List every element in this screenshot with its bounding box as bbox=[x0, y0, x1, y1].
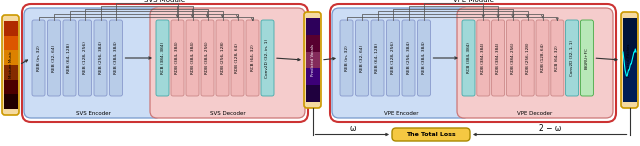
Text: VPE Encoder: VPE Encoder bbox=[384, 111, 419, 116]
Text: RDB (384, 384): RDB (384, 384) bbox=[496, 42, 500, 74]
Text: VPE Decoder: VPE Decoder bbox=[517, 111, 552, 116]
FancyBboxPatch shape bbox=[201, 20, 214, 96]
FancyBboxPatch shape bbox=[457, 8, 613, 118]
Text: Conv2D (32, in, 1): Conv2D (32, in, 1) bbox=[266, 38, 269, 78]
Text: RDB (128, 64): RDB (128, 64) bbox=[236, 43, 239, 73]
FancyBboxPatch shape bbox=[109, 20, 122, 96]
FancyBboxPatch shape bbox=[580, 20, 593, 96]
Text: REB (32, 64): REB (32, 64) bbox=[360, 44, 364, 72]
Bar bbox=[3, 36, 17, 50]
Bar bbox=[3, 65, 17, 80]
FancyBboxPatch shape bbox=[150, 8, 305, 118]
FancyBboxPatch shape bbox=[492, 20, 504, 96]
FancyBboxPatch shape bbox=[32, 20, 45, 96]
Text: Conv2D (32, 1, 1): Conv2D (32, 1, 1) bbox=[570, 40, 574, 76]
FancyBboxPatch shape bbox=[477, 20, 490, 96]
FancyBboxPatch shape bbox=[2, 15, 19, 115]
Text: REB (64, 128): REB (64, 128) bbox=[67, 43, 72, 73]
FancyBboxPatch shape bbox=[566, 20, 579, 96]
Text: REB (128, 256): REB (128, 256) bbox=[83, 42, 87, 74]
Bar bbox=[305, 85, 319, 102]
FancyBboxPatch shape bbox=[156, 20, 169, 96]
Text: RDB (128, 64): RDB (128, 64) bbox=[541, 44, 545, 72]
FancyBboxPatch shape bbox=[79, 20, 92, 96]
Text: RDB (256, 128): RDB (256, 128) bbox=[525, 42, 530, 74]
FancyBboxPatch shape bbox=[621, 12, 638, 108]
Text: Mixture Music: Mixture Music bbox=[8, 52, 13, 79]
Bar bbox=[305, 52, 319, 68]
FancyBboxPatch shape bbox=[47, 20, 61, 96]
Text: RDB (384, 384): RDB (384, 384) bbox=[481, 42, 485, 74]
FancyBboxPatch shape bbox=[94, 20, 107, 96]
Text: VPE Module: VPE Module bbox=[452, 0, 493, 3]
Bar bbox=[3, 80, 17, 94]
Bar bbox=[3, 21, 17, 36]
FancyBboxPatch shape bbox=[63, 20, 76, 96]
FancyBboxPatch shape bbox=[521, 20, 534, 96]
Text: Predicted Vocals: Predicted Vocals bbox=[310, 44, 314, 76]
Text: 2 − ω: 2 − ω bbox=[539, 124, 561, 133]
Text: ω: ω bbox=[349, 124, 355, 133]
Text: RCB (64, 32): RCB (64, 32) bbox=[556, 45, 559, 71]
Bar bbox=[305, 18, 319, 35]
Bar bbox=[3, 94, 17, 109]
Text: REB (256, 384): REB (256, 384) bbox=[406, 42, 410, 74]
FancyBboxPatch shape bbox=[186, 20, 199, 96]
FancyBboxPatch shape bbox=[355, 20, 369, 96]
Text: REB (384, 384): REB (384, 384) bbox=[114, 42, 118, 74]
FancyBboxPatch shape bbox=[24, 8, 162, 118]
Text: REB (32, 64): REB (32, 64) bbox=[52, 44, 56, 72]
FancyBboxPatch shape bbox=[340, 20, 353, 96]
FancyBboxPatch shape bbox=[261, 20, 274, 96]
FancyBboxPatch shape bbox=[304, 12, 321, 108]
FancyBboxPatch shape bbox=[536, 20, 549, 96]
Text: REB (in, 32): REB (in, 32) bbox=[344, 45, 349, 71]
FancyBboxPatch shape bbox=[387, 20, 399, 96]
Text: SVS Decoder: SVS Decoder bbox=[210, 111, 245, 116]
Text: RDB (384, 384): RDB (384, 384) bbox=[175, 42, 179, 74]
Bar bbox=[623, 18, 637, 60]
FancyBboxPatch shape bbox=[231, 20, 244, 96]
Text: BiGRU+FC: BiGRU+FC bbox=[585, 47, 589, 69]
FancyBboxPatch shape bbox=[216, 20, 229, 96]
Text: RDB (256, 128): RDB (256, 128) bbox=[221, 42, 225, 74]
FancyBboxPatch shape bbox=[417, 20, 431, 96]
FancyBboxPatch shape bbox=[371, 20, 384, 96]
Text: REB (128, 256): REB (128, 256) bbox=[391, 42, 395, 74]
Bar bbox=[3, 21, 17, 109]
Text: REB (256, 384): REB (256, 384) bbox=[99, 42, 102, 74]
Text: RDB (384, 256): RDB (384, 256) bbox=[511, 42, 515, 74]
Text: REB (384, 384): REB (384, 384) bbox=[422, 42, 426, 74]
Text: The Total Loss: The Total Loss bbox=[406, 132, 456, 137]
FancyBboxPatch shape bbox=[246, 20, 259, 96]
Text: RDB (384, 384): RDB (384, 384) bbox=[191, 42, 195, 74]
Bar bbox=[305, 35, 319, 52]
Text: RDB (384, 256): RDB (384, 256) bbox=[205, 42, 209, 74]
FancyBboxPatch shape bbox=[462, 20, 475, 96]
Bar bbox=[305, 18, 319, 102]
FancyBboxPatch shape bbox=[392, 128, 470, 141]
Text: REB (in, 32): REB (in, 32) bbox=[36, 45, 40, 71]
Text: SVS Module: SVS Module bbox=[145, 0, 186, 3]
Text: RCB (384, 384): RCB (384, 384) bbox=[467, 43, 470, 73]
Bar bbox=[623, 18, 637, 102]
FancyBboxPatch shape bbox=[402, 20, 415, 96]
FancyBboxPatch shape bbox=[551, 20, 564, 96]
FancyBboxPatch shape bbox=[332, 8, 470, 118]
Text: SVS Encoder: SVS Encoder bbox=[76, 111, 111, 116]
Text: REB (64, 128): REB (64, 128) bbox=[376, 43, 380, 73]
FancyBboxPatch shape bbox=[171, 20, 184, 96]
Text: RCB (64, 32): RCB (64, 32) bbox=[250, 45, 255, 71]
Bar bbox=[623, 60, 637, 102]
Bar bbox=[305, 68, 319, 85]
Bar bbox=[3, 50, 17, 65]
Text: RCB (384, 384): RCB (384, 384) bbox=[161, 42, 164, 74]
Text: Predicted Pitches: Predicted Pitches bbox=[627, 43, 632, 77]
FancyBboxPatch shape bbox=[506, 20, 520, 96]
